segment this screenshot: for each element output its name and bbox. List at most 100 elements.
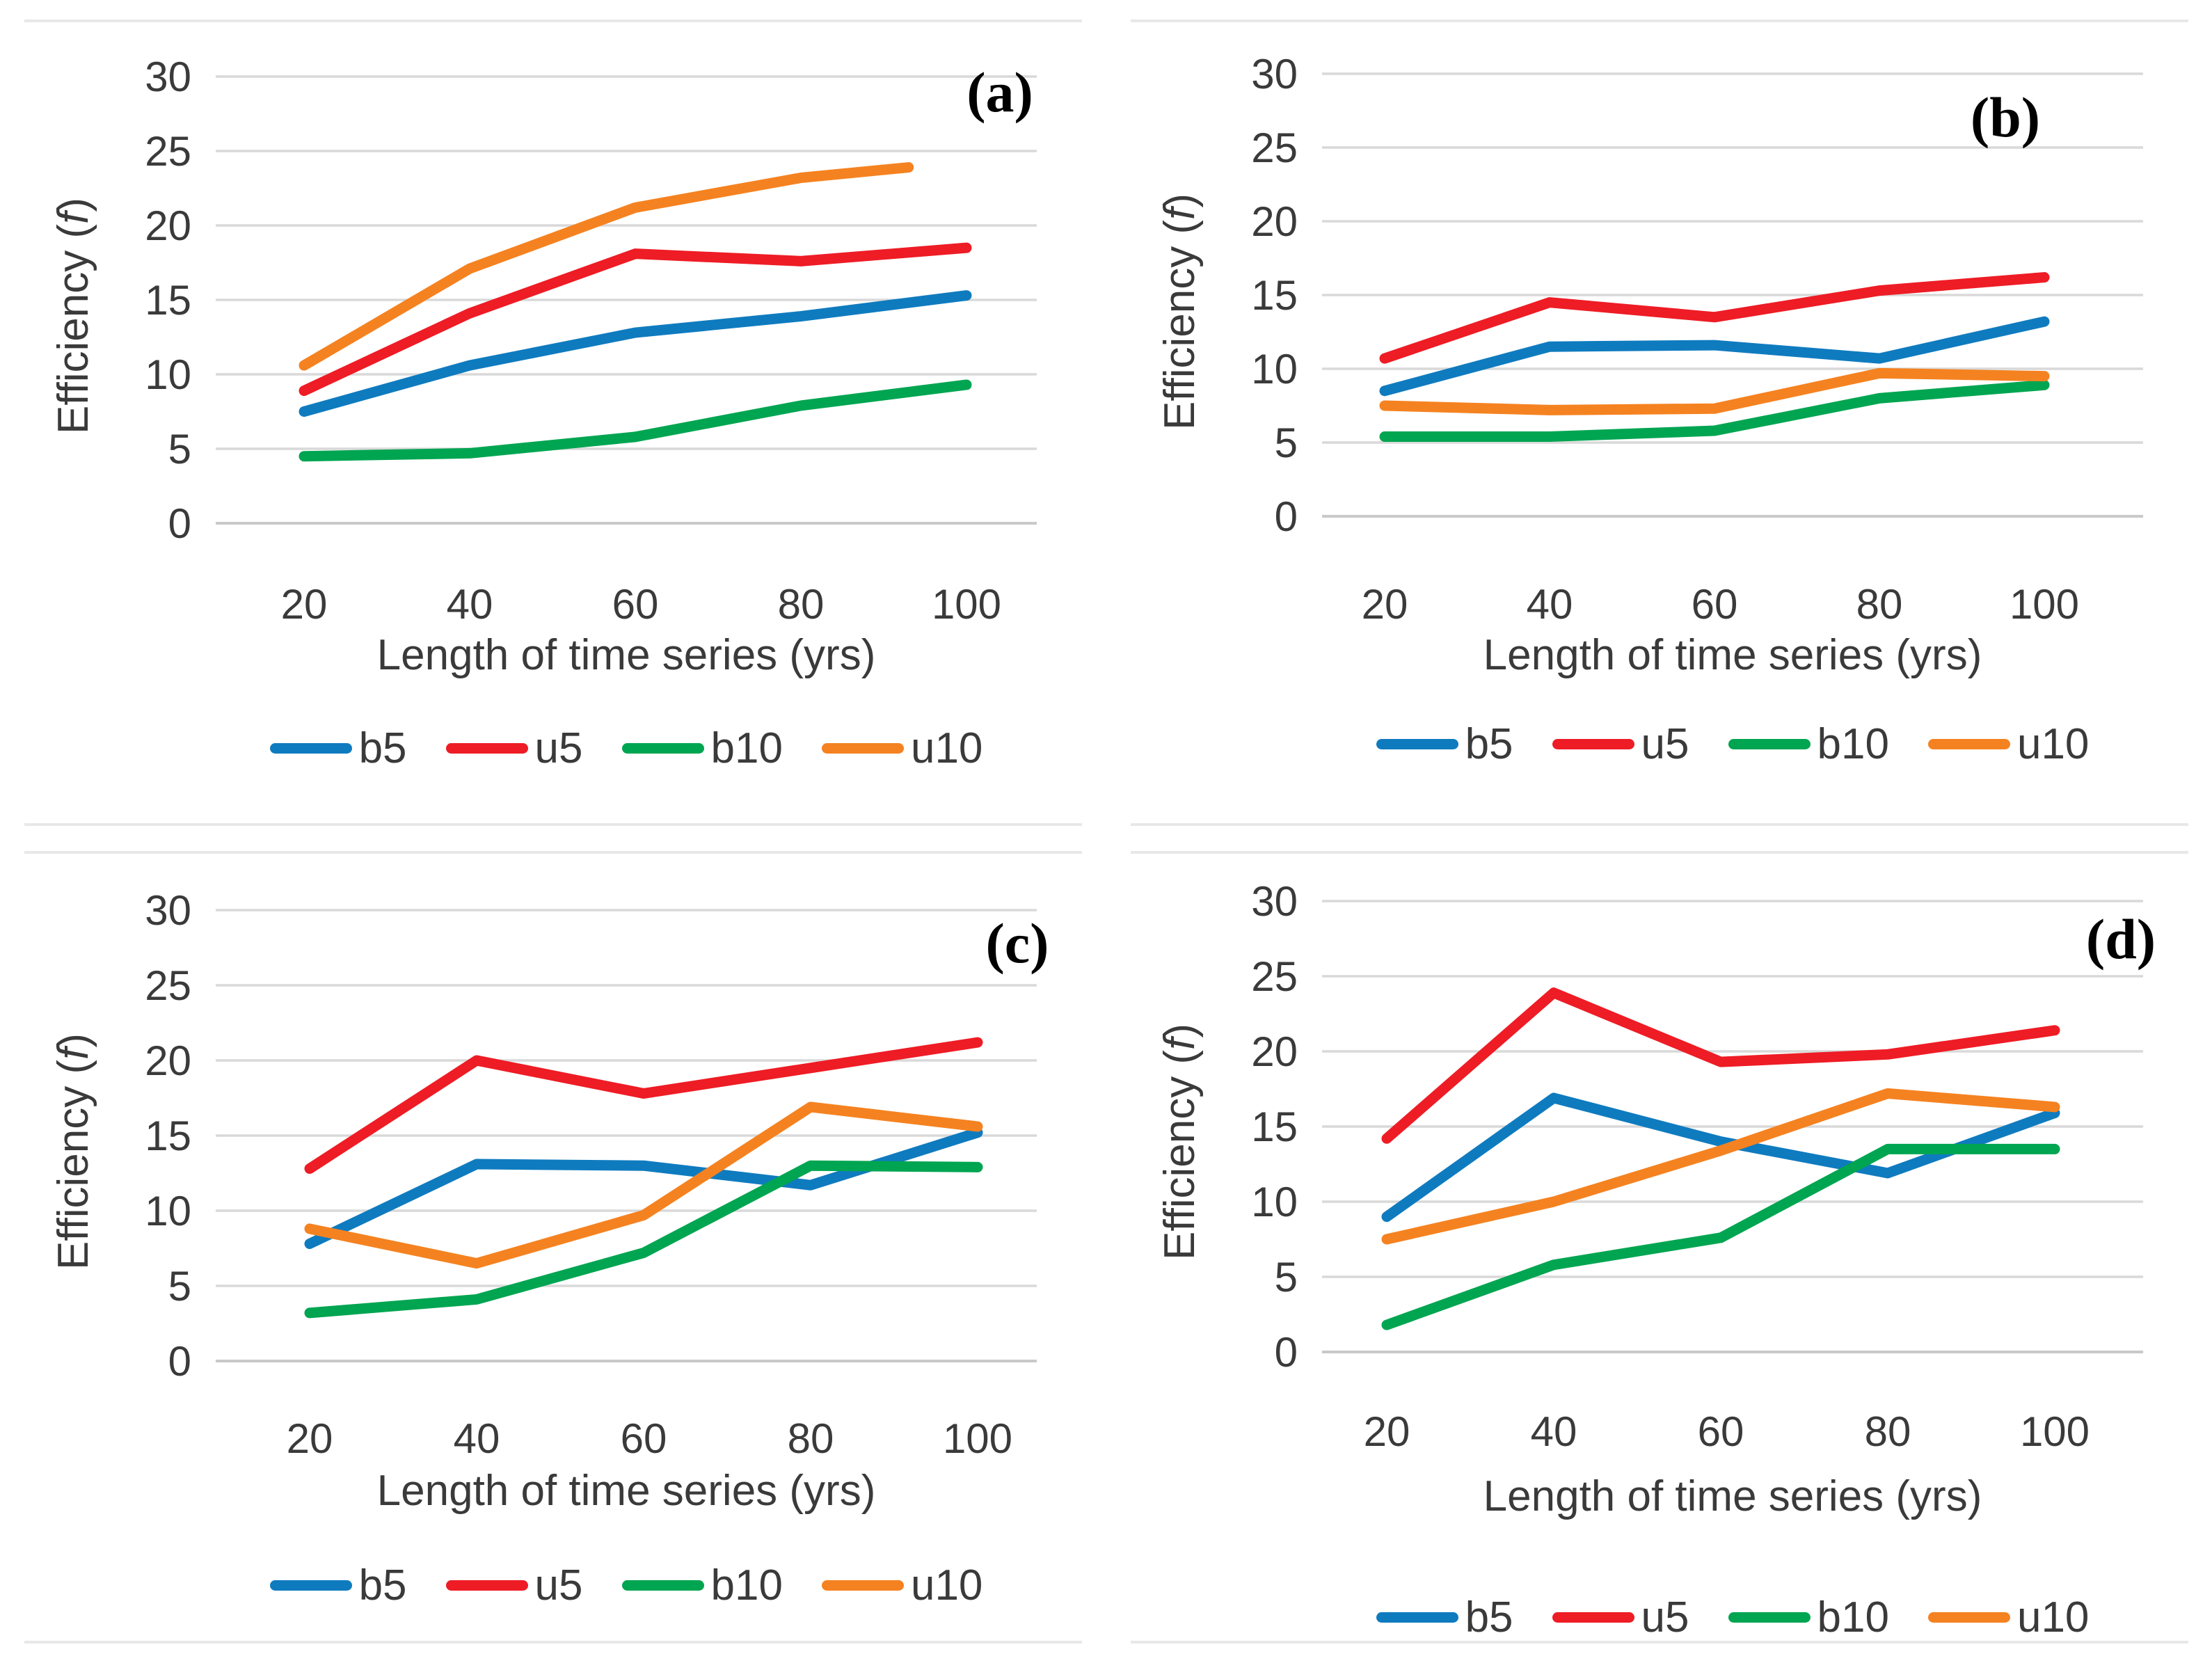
chart-plot-c: 30 25 20 15 10 5 0 20 40 60 80 100 bbox=[24, 851, 1082, 1644]
y-axis-title: Efficiency (f) bbox=[1155, 898, 1214, 1385]
x-axis-title: Length of time series (yrs) bbox=[376, 1467, 876, 1515]
y-tick-label: 0 bbox=[168, 500, 191, 547]
panel-label: (d) bbox=[2085, 907, 2156, 971]
legend-swatch-u5 bbox=[1552, 1612, 1634, 1623]
legend-swatch-u5 bbox=[445, 743, 528, 754]
legend-item-u10: u10 bbox=[821, 1561, 982, 1610]
legend-item-b10: b10 bbox=[621, 1561, 783, 1610]
series-line-u10 bbox=[304, 1101, 983, 1269]
legend-label: b5 bbox=[1465, 720, 1513, 768]
chart-plot-d: 30 25 20 15 10 5 0 20 40 60 80 100 bbox=[1131, 851, 2188, 1644]
y-tick-label: 15 bbox=[1251, 272, 1298, 319]
x-tick-label: 40 bbox=[1527, 581, 1573, 628]
series-line-u10 bbox=[1381, 1088, 2060, 1245]
y-tick-label: 30 bbox=[1251, 51, 1298, 97]
legend: b5 u5 b10 u10 bbox=[1287, 719, 2178, 769]
legend-label: u10 bbox=[910, 724, 983, 772]
legend-swatch-u10 bbox=[821, 1580, 904, 1591]
legend: b5 u5 b10 u10 bbox=[181, 1561, 1072, 1610]
y-tick-label: 10 bbox=[145, 1188, 191, 1234]
legend-label: b10 bbox=[710, 724, 783, 772]
chart-plot-b: 30 25 20 15 10 5 0 20 40 60 80 100 bbox=[1131, 19, 2188, 826]
legend: b5 u5 b10 u10 bbox=[1287, 1593, 2178, 1642]
y-tick-label: 10 bbox=[1251, 346, 1298, 392]
legend-item-u10: u10 bbox=[1927, 719, 2089, 769]
x-tick-label: 100 bbox=[2010, 581, 2079, 628]
chart-panel-b: 30 25 20 15 10 5 0 20 40 60 80 100 (b) Length of ti… bbox=[1106, 0, 2212, 832]
y-tick-label: 10 bbox=[1251, 1179, 1298, 1225]
legend-swatch-u10 bbox=[821, 743, 904, 754]
y-tick-label: 0 bbox=[1275, 493, 1298, 540]
y-axis-title-close: ) bbox=[49, 1033, 97, 1048]
panel-label: (c) bbox=[985, 912, 1049, 975]
series-line-b10 bbox=[304, 1160, 983, 1319]
legend-item-b5: b5 bbox=[1376, 1593, 1513, 1642]
legend-swatch-b5 bbox=[1376, 1612, 1458, 1623]
x-tick-label: 80 bbox=[1856, 581, 1903, 628]
legend-label: u5 bbox=[1641, 720, 1689, 768]
x-axis-title: Length of time series (yrs) bbox=[1483, 631, 1982, 679]
y-axis-title-text: Efficiency ( bbox=[49, 223, 97, 434]
legend-item-b10: b10 bbox=[621, 724, 783, 773]
series-line-u10 bbox=[299, 162, 914, 371]
x-tick-label: 20 bbox=[287, 1415, 333, 1462]
y-tick-label: 25 bbox=[145, 128, 191, 175]
y-tick-label: 30 bbox=[145, 887, 191, 934]
legend-swatch-b10 bbox=[621, 743, 704, 754]
legend-item-b5: b5 bbox=[269, 724, 407, 773]
y-axis-title-text: Efficiency ( bbox=[1156, 219, 1204, 430]
y-tick-label: 25 bbox=[1251, 125, 1298, 171]
x-tick-label: 60 bbox=[1698, 1408, 1744, 1455]
legend-label: b10 bbox=[1817, 720, 1889, 768]
series-line-b5 bbox=[304, 1127, 983, 1250]
legend-swatch-b5 bbox=[269, 743, 352, 754]
y-tick-label: 25 bbox=[145, 962, 191, 1009]
legend-swatch-b5 bbox=[1376, 739, 1458, 749]
x-tick-label: 40 bbox=[1531, 1408, 1577, 1455]
y-axis-title-italic: f bbox=[49, 212, 97, 224]
panel-label: (b) bbox=[1970, 86, 2041, 149]
series-line-b10 bbox=[1381, 1143, 2060, 1330]
y-tick-label: 30 bbox=[145, 54, 191, 100]
legend-item-u10: u10 bbox=[821, 724, 983, 773]
y-axis-title: Efficiency (f) bbox=[1155, 68, 1214, 555]
legend-label: b5 bbox=[1465, 1593, 1513, 1641]
chart-plot-a: 30 25 20 15 10 5 0 20 40 60 80 100 bbox=[24, 19, 1082, 826]
x-tick-label: 20 bbox=[1364, 1408, 1410, 1455]
y-tick-label: 5 bbox=[168, 1263, 191, 1310]
legend-item-b5: b5 bbox=[269, 1561, 407, 1610]
x-axis-title: Length of time series (yrs) bbox=[376, 631, 876, 679]
y-axis-title-italic: f bbox=[1156, 1037, 1204, 1050]
legend-label: b10 bbox=[1817, 1593, 1889, 1641]
y-tick-label: 20 bbox=[145, 1037, 191, 1084]
x-tick-label: 60 bbox=[621, 1415, 667, 1462]
y-axis-title-close: ) bbox=[1156, 1024, 1204, 1038]
legend-swatch-b5 bbox=[269, 1580, 352, 1591]
y-axis-title-close: ) bbox=[49, 198, 97, 212]
chart-panel-c: 30 25 20 15 10 5 0 20 40 60 80 100 (c) Length of ti… bbox=[0, 832, 1106, 1663]
legend-item-u5: u5 bbox=[445, 724, 583, 773]
legend-item-u10: u10 bbox=[1927, 1593, 2090, 1642]
legend-label: u10 bbox=[2016, 1593, 2090, 1641]
y-tick-label: 20 bbox=[1251, 198, 1298, 245]
series-line-u10 bbox=[1379, 367, 2050, 415]
y-tick-label: 20 bbox=[145, 202, 191, 249]
y-axis-title-text: Efficiency ( bbox=[49, 1059, 97, 1270]
y-axis-title-italic: f bbox=[49, 1047, 97, 1060]
legend-swatch-u5 bbox=[445, 1580, 528, 1591]
y-tick-label: 15 bbox=[1251, 1104, 1298, 1150]
series-line-u5 bbox=[1381, 987, 2060, 1144]
series-line-u5 bbox=[304, 1037, 983, 1175]
x-axis-title: Length of time series (yrs) bbox=[1483, 1472, 1982, 1520]
legend-label: u5 bbox=[534, 724, 583, 772]
legend-swatch-b10 bbox=[1728, 739, 1811, 749]
y-tick-label: 5 bbox=[1275, 420, 1298, 466]
y-tick-label: 5 bbox=[168, 426, 191, 472]
legend-swatch-b10 bbox=[1728, 1612, 1811, 1623]
y-axis-title-italic: f bbox=[1156, 207, 1204, 220]
x-tick-label: 40 bbox=[447, 581, 493, 628]
legend-label: u5 bbox=[1641, 1593, 1689, 1641]
x-tick-label: 60 bbox=[1692, 581, 1738, 628]
y-axis-title-text: Efficiency ( bbox=[1156, 1049, 1204, 1260]
